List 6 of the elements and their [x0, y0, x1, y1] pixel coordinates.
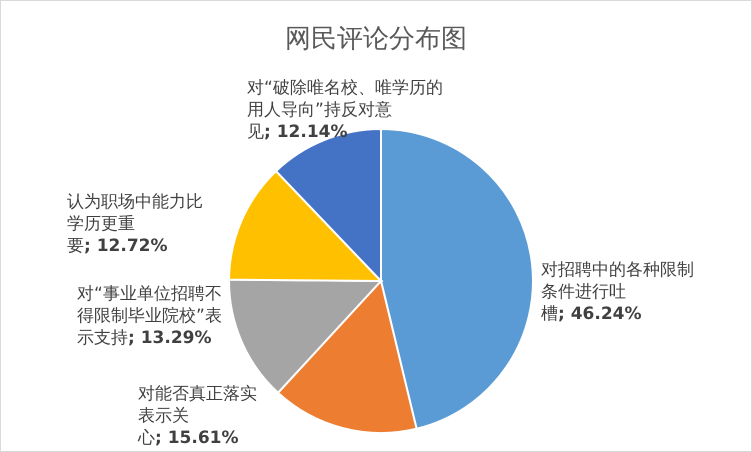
data-label: ; 12.14% — [264, 122, 348, 142]
chart-title: 网民评论分布图 — [284, 23, 468, 56]
data-label: ; 46.24% — [558, 304, 642, 324]
data-label: ; 13.29% — [128, 328, 212, 348]
data-label: ; 15.61% — [155, 428, 239, 448]
data-label: ; 12.72% — [84, 236, 168, 256]
